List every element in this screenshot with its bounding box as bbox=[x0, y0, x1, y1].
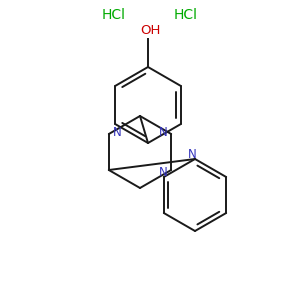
Text: OH: OH bbox=[140, 23, 160, 37]
Text: N: N bbox=[188, 148, 196, 161]
Text: N: N bbox=[112, 125, 121, 139]
Text: N: N bbox=[159, 125, 168, 139]
Text: N: N bbox=[159, 166, 168, 178]
Text: HCl: HCl bbox=[102, 8, 126, 22]
Text: HCl: HCl bbox=[174, 8, 198, 22]
